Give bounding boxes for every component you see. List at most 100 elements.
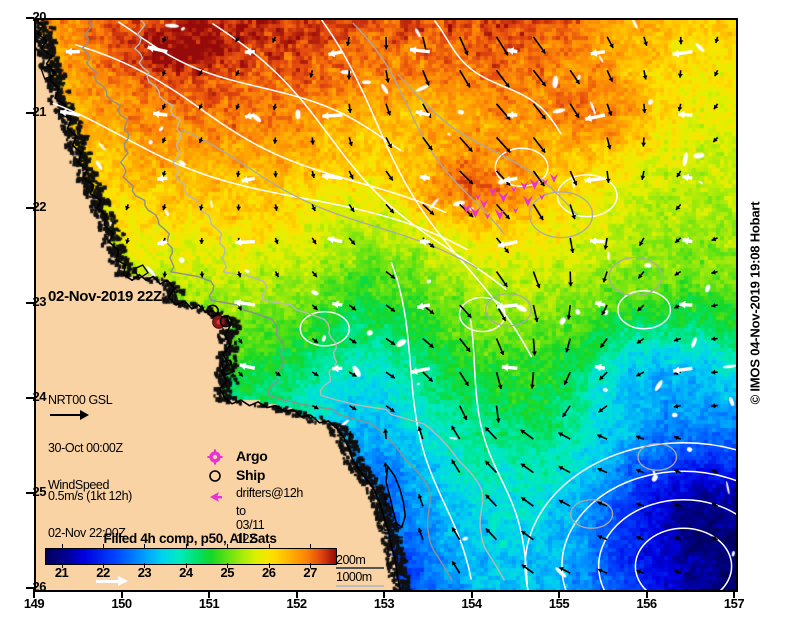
vector-head[interactable]	[585, 114, 592, 122]
vector-head[interactable]	[161, 104, 167, 110]
vector-head[interactable]	[274, 272, 279, 278]
vector-head[interactable]	[682, 237, 690, 245]
vector-head[interactable]	[313, 338, 318, 343]
vector-head[interactable]	[496, 302, 504, 311]
vector-head[interactable]	[714, 71, 719, 77]
vector-head[interactable]	[125, 273, 131, 278]
vector-head[interactable]	[161, 138, 167, 143]
vector-head[interactable]	[498, 240, 505, 249]
vector-head[interactable]	[505, 214, 510, 220]
drifter-marker-15[interactable]	[538, 193, 545, 201]
vector-head[interactable]	[539, 215, 544, 221]
vector-head[interactable]	[595, 300, 602, 308]
vector-head[interactable]	[711, 303, 716, 308]
vector-head[interactable]	[409, 46, 417, 54]
vector-head[interactable]	[558, 432, 563, 437]
vector-head[interactable]	[236, 206, 242, 211]
vector-head[interactable]	[674, 304, 679, 309]
vector-head[interactable]	[530, 384, 535, 389]
vector-head[interactable]	[237, 338, 243, 344]
vector-head[interactable]	[637, 306, 643, 312]
ssh-eddy-ring-1[interactable]	[597, 499, 736, 590]
vector-head[interactable]	[674, 536, 679, 541]
vector-head[interactable]	[503, 282, 508, 287]
vector-head[interactable]	[606, 144, 612, 150]
vector-head[interactable]	[678, 110, 685, 119]
vector-head[interactable]	[574, 113, 579, 118]
vector-head[interactable]	[641, 109, 647, 114]
vector-head[interactable]	[345, 41, 351, 46]
vector-head[interactable]	[678, 40, 684, 45]
vector-head[interactable]	[199, 306, 205, 311]
vector-head[interactable]	[411, 367, 418, 375]
bathy-seamount-1[interactable]	[608, 256, 663, 297]
vector-head[interactable]	[597, 467, 603, 473]
vector-head[interactable]	[503, 50, 508, 56]
vector-head[interactable]	[60, 108, 67, 117]
vector-head[interactable]	[452, 527, 457, 532]
vector-head[interactable]	[562, 412, 567, 417]
ssh-cell-3[interactable]	[617, 290, 672, 330]
vector-head[interactable]	[198, 71, 204, 76]
vector-head[interactable]	[563, 380, 569, 385]
vector-head[interactable]	[313, 404, 319, 410]
vector-head[interactable]	[311, 239, 317, 245]
vector-head[interactable]	[558, 466, 564, 471]
vector-head[interactable]	[235, 105, 241, 110]
vector-head[interactable]	[161, 38, 167, 43]
vector-head[interactable]	[390, 374, 395, 379]
vector-head[interactable]	[541, 81, 546, 87]
drifter-marker-6[interactable]	[510, 185, 517, 193]
bathy-seamount-0[interactable]	[528, 191, 594, 239]
drifter-marker-11[interactable]	[494, 208, 505, 220]
vector-head[interactable]	[274, 239, 279, 245]
vector-head[interactable]	[636, 569, 641, 574]
vector-head[interactable]	[674, 469, 679, 474]
vector-head[interactable]	[713, 137, 718, 143]
vector-head[interactable]	[504, 248, 509, 253]
vector-head[interactable]	[674, 337, 679, 342]
vector-head[interactable]	[199, 240, 205, 244]
vector-head[interactable]	[417, 426, 423, 432]
drifter-marker-5[interactable]	[498, 191, 509, 203]
vector-head[interactable]	[711, 469, 717, 474]
vector-head[interactable]	[535, 283, 541, 289]
vector-head[interactable]	[636, 502, 641, 507]
vector-head[interactable]	[468, 179, 473, 185]
vector-head[interactable]	[499, 350, 505, 356]
vector-head[interactable]	[711, 236, 717, 242]
vector-head[interactable]	[346, 75, 352, 80]
vector-head[interactable]	[347, 431, 353, 436]
vector-head[interactable]	[640, 175, 646, 180]
vector-head[interactable]	[351, 305, 356, 311]
vector-head[interactable]	[676, 172, 681, 178]
vector-head[interactable]	[485, 460, 490, 466]
vector-head[interactable]	[594, 363, 602, 372]
bathy-seamount-2[interactable]	[485, 292, 532, 327]
vector-head[interactable]	[636, 339, 642, 344]
vector-head[interactable]	[673, 403, 679, 409]
vector-head[interactable]	[558, 499, 564, 505]
bathy-200m-contour[interactable]	[81, 20, 453, 581]
vector-head[interactable]	[272, 38, 277, 43]
vector-head[interactable]	[332, 300, 339, 309]
vector-head[interactable]	[272, 105, 278, 111]
ssh-cell-2[interactable]	[556, 174, 618, 218]
bathy-rise-0[interactable]	[180, 128, 478, 269]
vector-head[interactable]	[679, 300, 686, 309]
vector-head[interactable]	[451, 459, 456, 465]
vector-head[interactable]	[417, 494, 423, 499]
vector-head[interactable]	[503, 175, 511, 184]
drifter-marker-10[interactable]	[549, 173, 559, 183]
vector-head[interactable]	[575, 79, 580, 85]
vector-head[interactable]	[711, 403, 716, 409]
drifter-marker-14[interactable]	[522, 195, 533, 207]
ssh-contour-4[interactable]	[320, 20, 533, 358]
vector-head[interactable]	[327, 236, 335, 244]
vector-head[interactable]	[672, 49, 680, 58]
vector-head[interactable]	[272, 139, 278, 144]
vector-head[interactable]	[425, 80, 430, 86]
vector-head[interactable]	[452, 561, 457, 566]
vector-head[interactable]	[389, 407, 395, 412]
vector-head[interactable]	[602, 278, 607, 283]
